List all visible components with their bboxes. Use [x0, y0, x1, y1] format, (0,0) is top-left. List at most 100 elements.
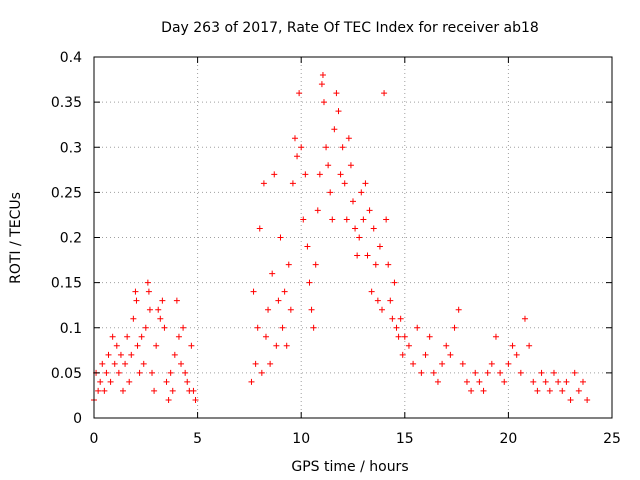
data-point-marker: [468, 387, 475, 394]
data-point-marker: [262, 333, 269, 340]
data-point-marker: [362, 180, 369, 187]
data-point-marker: [169, 387, 176, 394]
data-point-marker: [173, 297, 180, 304]
data-point-marker: [319, 72, 326, 79]
data-point-marker: [383, 216, 390, 223]
data-point-marker: [133, 297, 140, 304]
points-layer: [91, 72, 591, 403]
data-point-marker: [281, 288, 288, 295]
data-point-marker: [138, 333, 145, 340]
data-point-marker: [352, 225, 359, 232]
data-point-marker: [149, 369, 156, 376]
data-point-marker: [335, 108, 342, 115]
data-point-marker: [379, 306, 386, 313]
data-point-marker: [546, 387, 553, 394]
data-point-marker: [393, 324, 400, 331]
data-point-marker: [310, 324, 317, 331]
data-point-marker: [167, 369, 174, 376]
y-tick-label: 0: [73, 411, 82, 427]
data-point-marker: [256, 225, 263, 232]
data-point-marker: [269, 270, 276, 277]
data-point-marker: [534, 387, 541, 394]
data-point-marker: [530, 378, 537, 385]
data-point-marker: [497, 369, 504, 376]
data-point-marker: [472, 369, 479, 376]
data-point-marker: [124, 333, 131, 340]
data-point-marker: [180, 324, 187, 331]
data-point-marker: [521, 315, 528, 322]
data-point-marker: [571, 369, 578, 376]
data-point-marker: [190, 387, 197, 394]
data-point-marker: [325, 162, 332, 169]
data-point-marker: [513, 351, 520, 358]
data-point-marker: [157, 315, 164, 322]
data-point-marker: [517, 369, 524, 376]
data-point-marker: [298, 144, 305, 151]
data-point-marker: [117, 351, 124, 358]
data-point-marker: [320, 99, 327, 106]
data-point-marker: [381, 90, 388, 97]
y-tick-label: 0.4: [60, 50, 82, 66]
data-point-marker: [267, 360, 274, 367]
data-point-marker: [526, 342, 533, 349]
data-point-marker: [370, 225, 377, 232]
data-point-marker: [312, 261, 319, 268]
data-point-marker: [387, 297, 394, 304]
data-point-marker: [374, 297, 381, 304]
data-point-marker: [333, 90, 340, 97]
data-point-marker: [120, 387, 127, 394]
data-point-marker: [447, 351, 454, 358]
data-point-marker: [153, 342, 160, 349]
data-point-marker: [584, 396, 591, 403]
data-point-marker: [372, 261, 379, 268]
data-point-marker: [109, 333, 116, 340]
data-point-marker: [385, 261, 392, 268]
data-point-marker: [178, 360, 185, 367]
y-axis-label: ROTI / TECUs: [8, 192, 24, 284]
x-tick-label: 25: [603, 431, 621, 447]
data-point-marker: [395, 333, 402, 340]
data-point-marker: [107, 378, 114, 385]
x-tick-label: 0: [90, 431, 99, 447]
data-point-marker: [99, 360, 106, 367]
data-point-marker: [308, 306, 315, 313]
data-point-marker: [350, 198, 356, 205]
data-point-marker: [273, 342, 280, 349]
data-point-marker: [316, 171, 323, 178]
data-point-marker: [145, 288, 152, 295]
data-point-marker: [492, 333, 499, 340]
data-point-marker: [559, 387, 566, 394]
data-point-marker: [405, 342, 412, 349]
data-point-marker: [410, 360, 417, 367]
data-point-marker: [291, 135, 298, 142]
data-point-marker: [347, 162, 354, 169]
y-tick-label: 0.2: [60, 231, 82, 247]
data-point-marker: [358, 189, 365, 196]
chart-title: Day 263 of 2017, Rate Of TEC Index for r…: [161, 20, 539, 36]
data-point-marker: [155, 306, 162, 313]
data-point-marker: [430, 369, 437, 376]
y-tick-label: 0.25: [51, 185, 82, 201]
y-tick-label: 0.35: [51, 95, 82, 111]
data-point-marker: [250, 288, 257, 295]
data-point-marker: [285, 261, 292, 268]
data-point-marker: [260, 180, 267, 187]
data-point-marker: [455, 306, 462, 313]
data-point-marker: [275, 297, 282, 304]
data-point-marker: [144, 279, 151, 286]
data-point-marker: [265, 306, 272, 313]
data-point-marker: [132, 288, 139, 295]
data-point-marker: [418, 369, 425, 376]
data-point-marker: [434, 378, 441, 385]
data-point-marker: [161, 324, 168, 331]
data-point-marker: [426, 333, 433, 340]
data-point-marker: [484, 369, 491, 376]
x-tick-label: 10: [292, 431, 310, 447]
data-point-marker: [579, 378, 586, 385]
x-tick-labels: 0 5 10 15 20 25: [90, 431, 621, 447]
data-point-marker: [538, 369, 545, 376]
data-point-marker: [463, 378, 470, 385]
data-point-marker: [254, 324, 261, 331]
